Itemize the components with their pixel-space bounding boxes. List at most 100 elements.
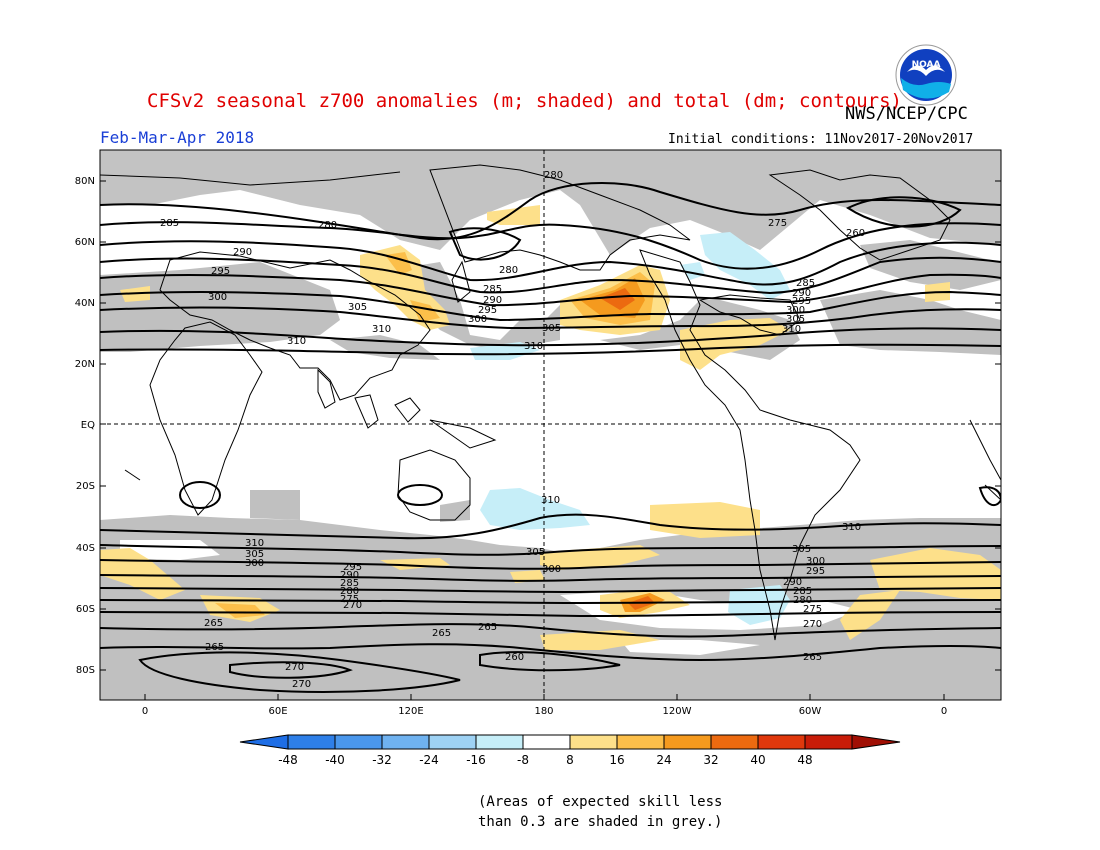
colorbar-labels: -48 -40 -32 -24 -16 -8 8 16 24 32 40 48 xyxy=(278,753,812,767)
contour-label-nh: 295 xyxy=(478,305,497,316)
contour-label-nh: 285 xyxy=(483,284,502,295)
contour-label-sh: 275 xyxy=(340,594,359,605)
lat-label: 40S xyxy=(76,543,95,554)
colorbar-tick-label: -48 xyxy=(278,753,298,767)
noaa-logo-text: NOAA xyxy=(912,60,941,70)
lat-label: 80S xyxy=(76,665,95,676)
lat-label: 60S xyxy=(76,604,95,615)
lon-label: 60W xyxy=(799,706,822,717)
contour-label-sh: 270 xyxy=(285,662,304,673)
contour-label-sh: 310 xyxy=(245,538,264,549)
contour-label-nh: 310 xyxy=(287,336,306,347)
colorbar-tick-label: -8 xyxy=(517,753,529,767)
contour-labels-north: 280 285 280 290 295 300 305 310 280 285 … xyxy=(160,170,865,352)
forecast-period: Feb-Mar-Apr 2018 xyxy=(100,128,255,147)
contour-label-nh: 290 xyxy=(483,295,502,306)
contour-label-sh: 290 xyxy=(340,570,359,581)
contour-label-sh: 300 xyxy=(245,558,264,569)
colorbar-tick-label: 32 xyxy=(703,753,718,767)
colorbar-swatch xyxy=(757,734,806,750)
contour-label-sh: 265 xyxy=(478,622,497,633)
skill-note-line: than 0.3 are shaded in grey.) xyxy=(478,814,723,830)
contour-label-nh: 275 xyxy=(768,218,787,229)
contour-label-nh: 295 xyxy=(792,296,811,307)
noaa-logo: NOAA xyxy=(895,44,957,106)
contour-label-nh: 285 xyxy=(796,278,815,289)
lat-label: EQ xyxy=(81,420,95,431)
colorbar-swatch xyxy=(663,734,712,750)
lat-axis: 80N 60N 40N 20N EQ 20S 40S 60S 80S xyxy=(75,176,95,676)
contour-label-sh: 305 xyxy=(792,544,811,555)
contour-label-sh: 300 xyxy=(806,556,825,567)
colorbar-swatch xyxy=(381,734,430,750)
colorbar-tick-label: 48 xyxy=(797,753,812,767)
contour-label-sh: 285 xyxy=(793,586,812,597)
colorbar-swatch xyxy=(334,734,383,750)
map-frame xyxy=(99,149,1002,701)
contours xyxy=(100,181,1001,693)
contour-label-sh: 265 xyxy=(204,618,223,629)
contour-label-sh: 260 xyxy=(505,652,524,663)
contour-label-nh: 310 xyxy=(524,341,543,352)
contour-label-nh: 280 xyxy=(318,220,337,231)
contour-label-nh: 280 xyxy=(544,170,563,181)
contour-label-nh: 290 xyxy=(792,288,811,299)
contour-label-sh: 290 xyxy=(783,577,802,588)
skill-note-line: (Areas of expected skill less xyxy=(478,794,723,810)
contour-label-sh: 310 xyxy=(842,522,861,533)
contour-label-sh: 265 xyxy=(205,642,224,653)
lon-label: 0 xyxy=(941,706,947,717)
skill-note: (Areas of expected skill less than 0.3 a… xyxy=(478,792,722,832)
lon-label: 60E xyxy=(268,706,287,717)
lat-label: 60N xyxy=(75,237,95,248)
contour-label-nh: 310 xyxy=(372,324,391,335)
lon-label: 120E xyxy=(398,706,423,717)
colorbar-swatch xyxy=(710,734,759,750)
contour-label-sh: 265 xyxy=(803,652,822,663)
contour-label-sh: 270 xyxy=(292,679,311,690)
colorbar-swatch xyxy=(616,734,665,750)
contour-label-sh: 295 xyxy=(343,562,362,573)
colorbar-arrow-right xyxy=(851,734,901,750)
contour-label-sh: 270 xyxy=(803,619,822,630)
colorbar-tick-label: -40 xyxy=(325,753,345,767)
lat-label: 80N xyxy=(75,176,95,187)
colorbar-swatch xyxy=(522,734,571,750)
contour-label-sh: 280 xyxy=(793,595,812,606)
lat-ticks xyxy=(100,180,1001,671)
lon-label: 120W xyxy=(663,706,692,717)
contour-label-sh: 265 xyxy=(432,628,451,639)
contour-label-sh: 280 xyxy=(340,586,359,597)
lon-label: 0 xyxy=(142,706,148,717)
contour-label-nh: 305 xyxy=(786,314,805,325)
lat-label: 40N xyxy=(75,298,95,309)
lon-label: 180 xyxy=(534,706,553,717)
contour-label-sh: 300 xyxy=(542,564,561,575)
lon-ticks xyxy=(144,694,945,700)
colorbar-tick-label: -24 xyxy=(419,753,439,767)
colorbar xyxy=(239,734,901,750)
contour-label-nh: 285 xyxy=(160,218,179,229)
contour-label-sh: 305 xyxy=(245,549,264,560)
colorbar-tick-label: 16 xyxy=(609,753,624,767)
contour-label-sh: 305 xyxy=(526,547,545,558)
colorbar-swatch xyxy=(287,734,336,750)
colorbar-arrow-left xyxy=(239,734,289,750)
contour-label-nh: 300 xyxy=(208,292,227,303)
contour-label-nh: 280 xyxy=(499,265,518,276)
contour-label-sh: 270 xyxy=(343,600,362,611)
contour-label-nh: 300 xyxy=(468,314,487,325)
contour-label-nh: 300 xyxy=(786,305,805,316)
contour-label-nh: 290 xyxy=(233,247,252,258)
contour-label-sh: 295 xyxy=(806,566,825,577)
agency-label: NWS/NCEP/CPC xyxy=(845,104,968,124)
lat-label: 20S xyxy=(76,481,95,492)
colorbar-swatch xyxy=(428,734,477,750)
colorbar-tick-label: -16 xyxy=(466,753,486,767)
chart-title: CFSv2 seasonal z700 anomalies (m; shaded… xyxy=(147,90,902,112)
lon-axis: 0 60E 120E 180 120W 60W 0 xyxy=(142,706,947,717)
contour-label-nh: 305 xyxy=(542,323,561,334)
contour-label-nh: 305 xyxy=(348,302,367,313)
contour-label-sh: 275 xyxy=(803,604,822,615)
